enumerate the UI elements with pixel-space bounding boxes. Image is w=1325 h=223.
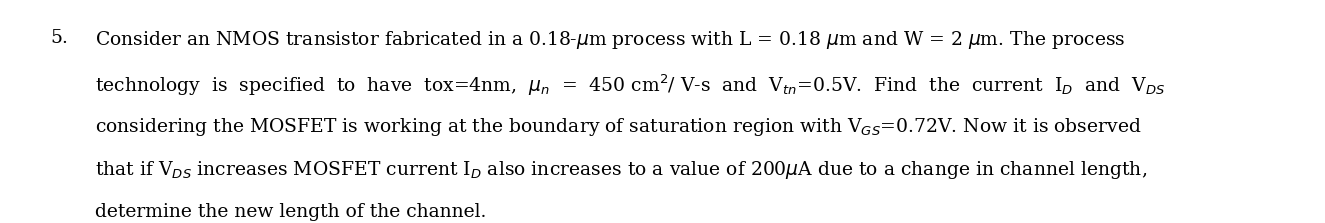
Text: Consider an NMOS transistor fabricated in a 0.18-$\mu$m process with L = 0.18 $\: Consider an NMOS transistor fabricated i… xyxy=(95,29,1126,51)
Text: that if V$_{DS}$ increases MOSFET current I$_{D}$ also increases to a value of 2: that if V$_{DS}$ increases MOSFET curren… xyxy=(95,159,1147,182)
Text: considering the MOSFET is working at the boundary of saturation region with V$_{: considering the MOSFET is working at the… xyxy=(95,116,1142,138)
Text: 5.: 5. xyxy=(50,29,68,47)
Text: technology  is  specified  to  have  tox=4nm,  $\mu_{n}$  =  450 cm$^{2}$/ V-s  : technology is specified to have tox=4nm,… xyxy=(95,72,1166,98)
Text: determine the new length of the channel.: determine the new length of the channel. xyxy=(95,203,486,221)
